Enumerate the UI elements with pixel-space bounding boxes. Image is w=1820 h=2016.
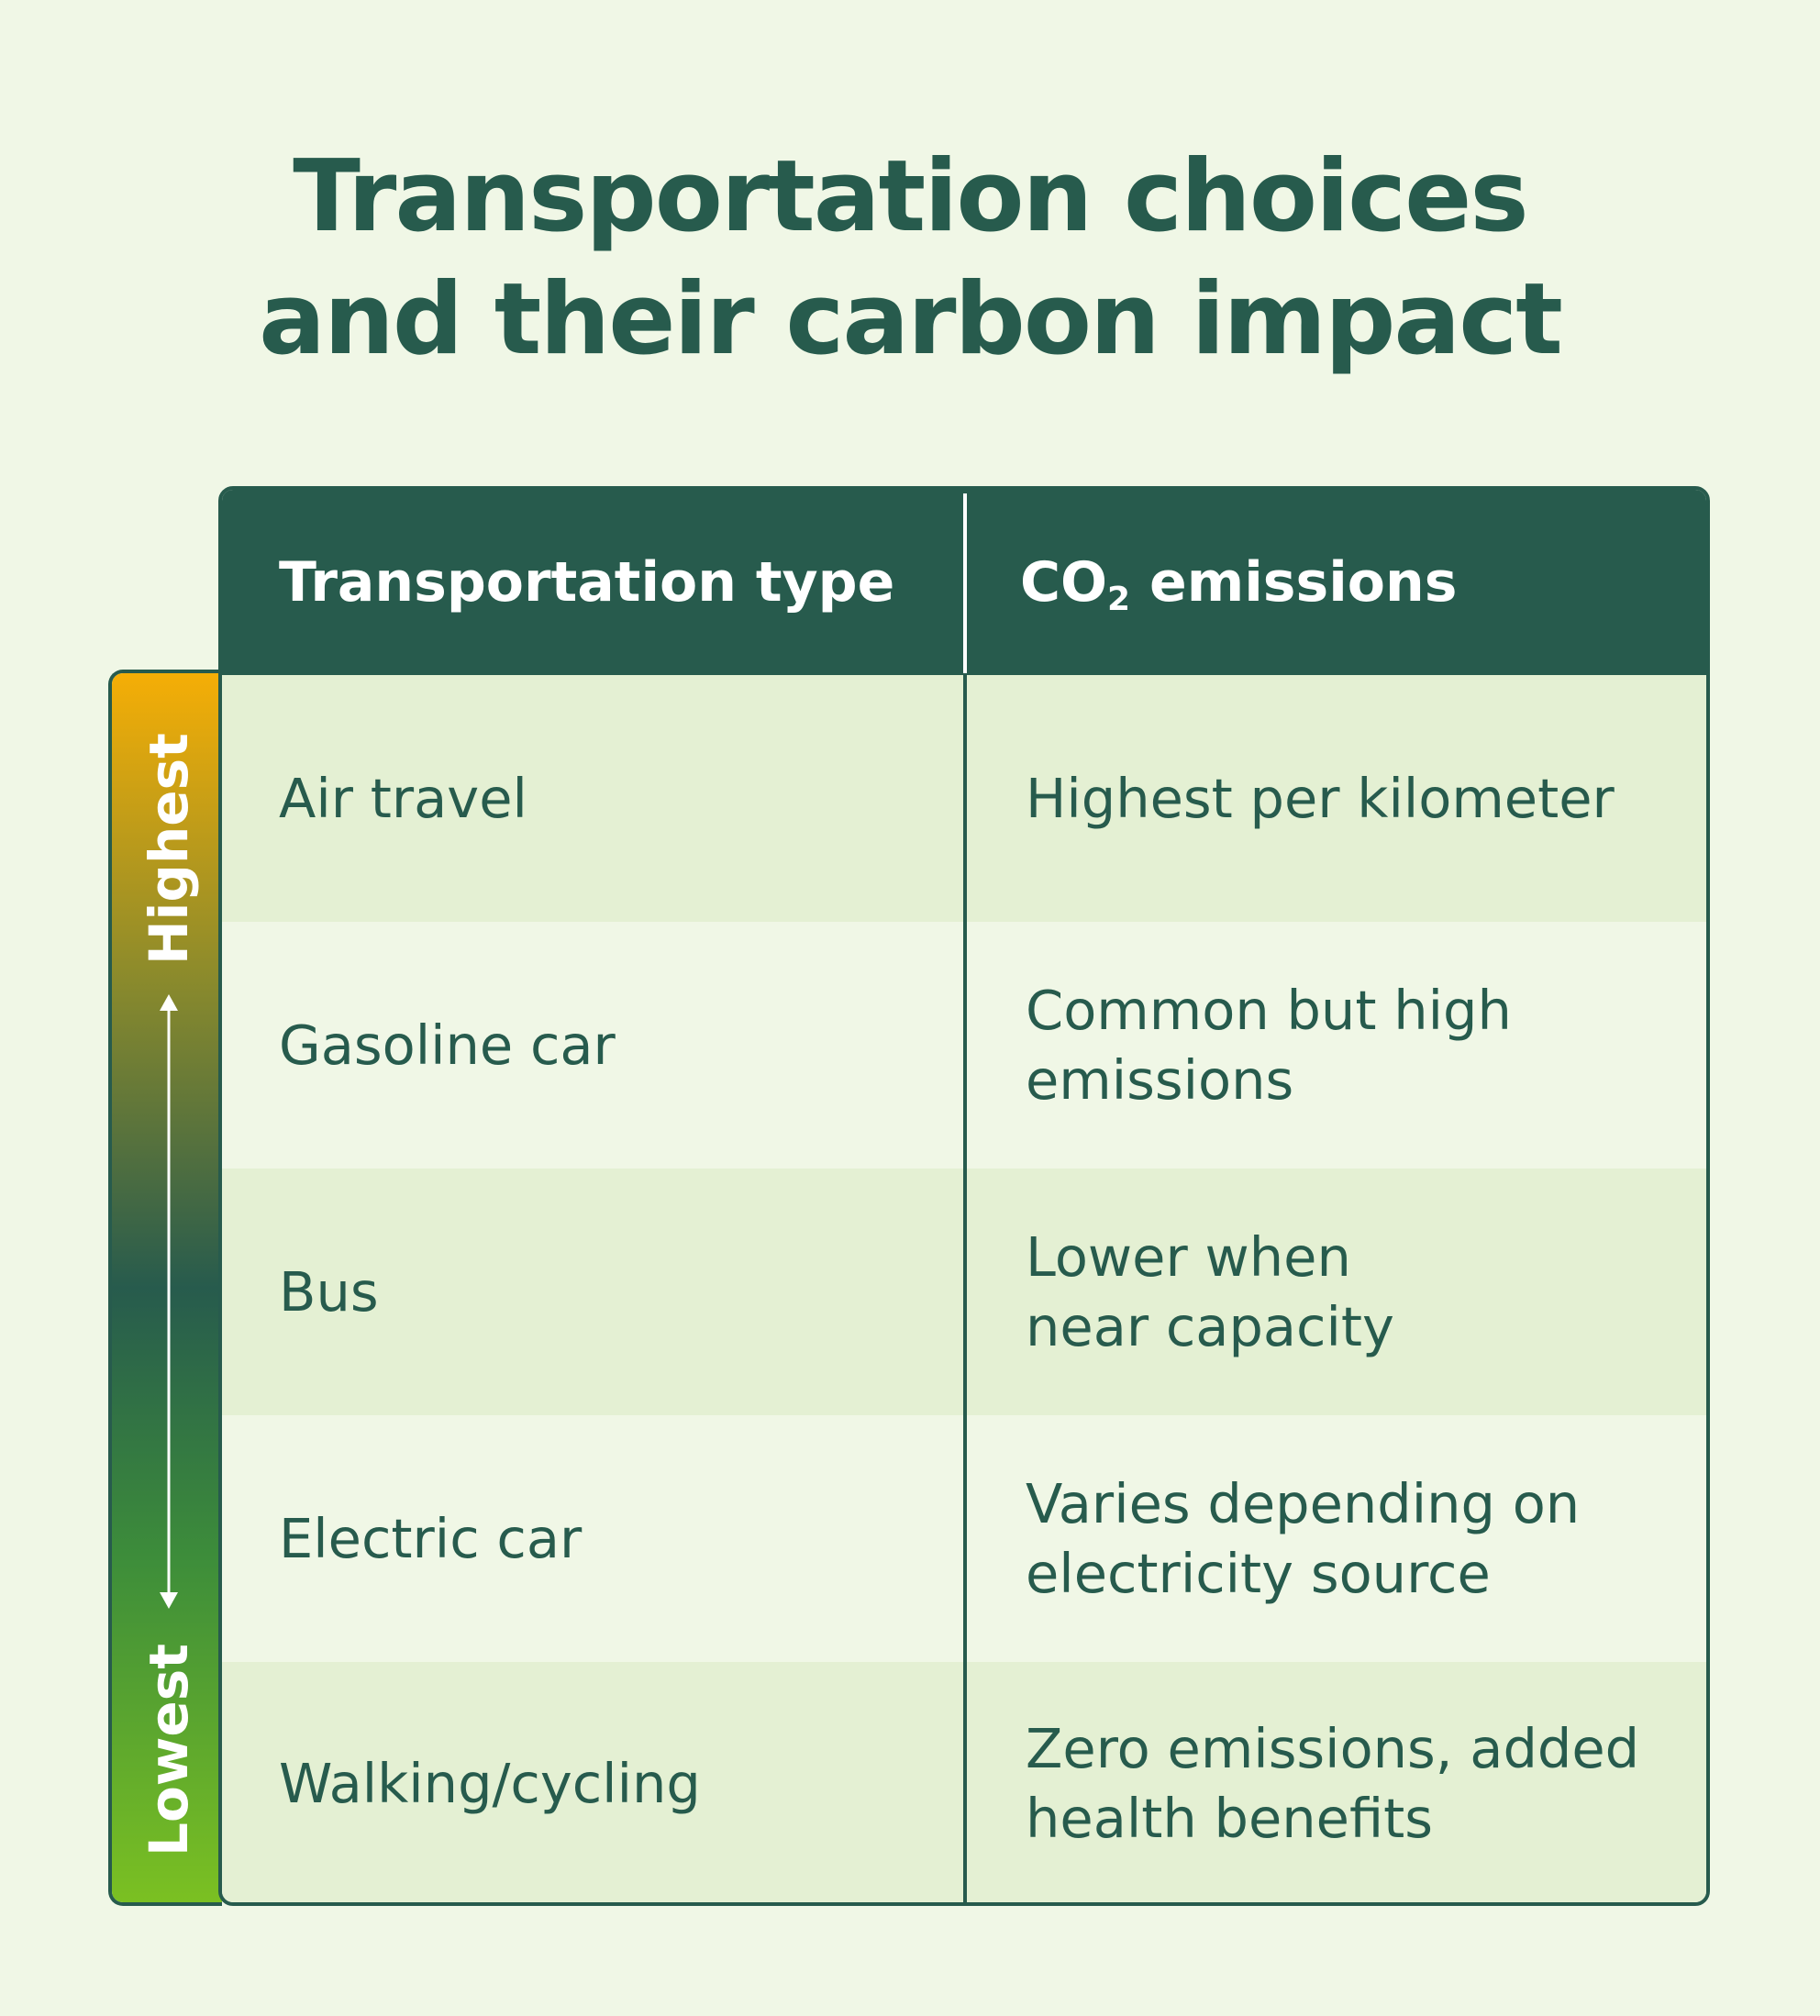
header-transportation-type: Transportation type [279, 550, 895, 615]
title-line-2: and their carbon impact [259, 262, 1563, 377]
table-header: Transportation type CO2 emissions [222, 490, 1706, 675]
table-body: Air travel Highest per kilometer Gasolin… [222, 675, 1706, 1902]
column-divider [963, 675, 967, 1902]
comparison-table: Transportation type CO2 emissions Air tr… [218, 486, 1710, 1906]
co2-subscript: 2 [1107, 581, 1131, 618]
cell-co2-description: Lower when near capacity [1026, 1224, 1394, 1358]
cell-transportation-type: Gasoline car [279, 1013, 616, 1077]
cell-co2-description: Common but high emissions [1026, 978, 1512, 1112]
cell-co2-description: Zero emissions, added health benefits [1026, 1717, 1640, 1850]
header-divider [963, 493, 967, 673]
cell-transportation-type: Bus [279, 1259, 379, 1324]
co2-prefix: CO [1020, 550, 1108, 615]
page-title: Transportation choices and their carbon … [0, 136, 1820, 382]
double-arrow-icon [160, 994, 178, 1609]
cell-co2-description: Varies depending on electricity source [1026, 1471, 1581, 1605]
cell-transportation-type: Electric car [279, 1506, 583, 1570]
scale-gradient [112, 673, 222, 1902]
emissions-scale: Highest Lowest [108, 670, 222, 1906]
scale-label-lowest: Lowest [138, 1644, 200, 1856]
cell-transportation-type: Air travel [279, 766, 527, 830]
header-co2-emissions: CO2 emissions [1020, 490, 1457, 675]
title-line-1: Transportation choices [293, 139, 1528, 254]
cell-co2-description: Highest per kilometer [1026, 766, 1615, 830]
scale-label-highest: Highest [138, 733, 200, 965]
cell-transportation-type: Walking/cycling [279, 1752, 701, 1815]
co2-suffix: emissions [1130, 550, 1458, 615]
